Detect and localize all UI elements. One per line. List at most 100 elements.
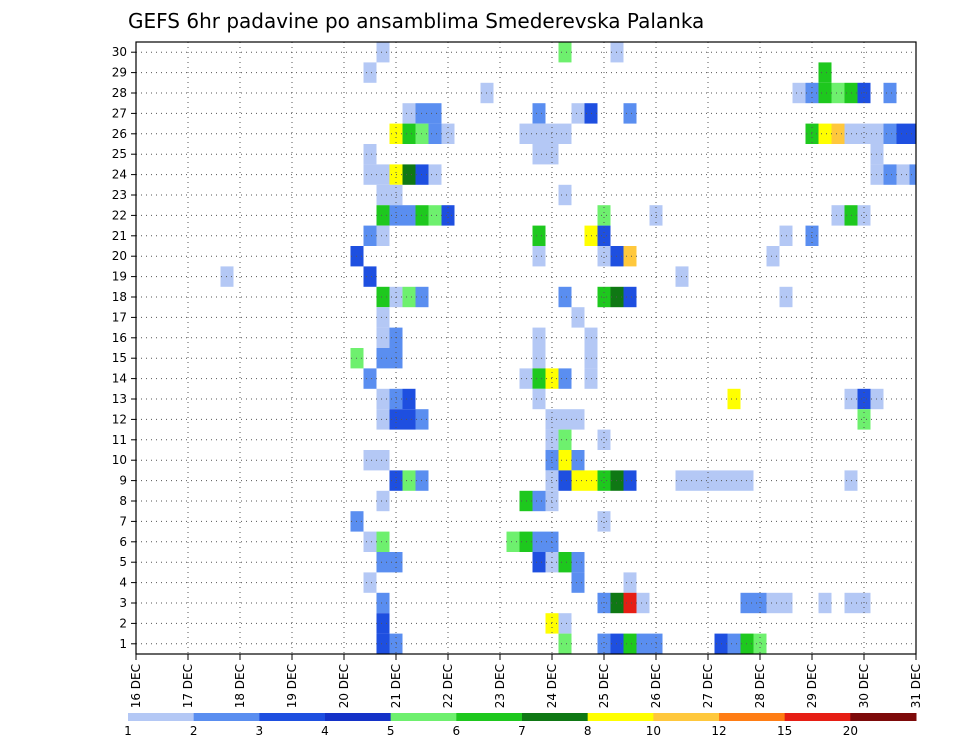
y-tick-label: 12 — [112, 412, 127, 426]
heatmap-cell — [376, 531, 390, 552]
heatmap-cell — [727, 470, 741, 491]
heatmap-cell — [532, 103, 546, 124]
heatmap-cell — [831, 123, 845, 144]
heatmap-cell — [766, 246, 780, 267]
legend-label: 3 — [256, 724, 264, 738]
heatmap-cell — [376, 164, 390, 185]
chart-title: GEFS 6hr padavine po ansamblima Smederev… — [128, 9, 704, 33]
heatmap-cell — [363, 450, 377, 471]
heatmap-cell — [636, 633, 650, 654]
y-tick-label: 19 — [112, 270, 127, 284]
x-tick-label: 23 DEC — [493, 664, 507, 708]
heatmap-cell — [883, 82, 897, 104]
y-tick-label: 27 — [112, 106, 127, 120]
heatmap-cell — [363, 266, 377, 287]
x-tick-label: 17 DEC — [181, 664, 195, 708]
heatmap-cell — [883, 123, 897, 144]
heatmap-cell — [727, 388, 741, 410]
heatmap-cell — [363, 572, 377, 593]
heatmap-cell — [441, 205, 455, 226]
heatmap-cell — [727, 633, 741, 654]
heatmap-cell — [597, 205, 611, 226]
heatmap-cell — [428, 103, 442, 124]
y-tick-label: 23 — [112, 188, 127, 202]
x-tick-label: 18 DEC — [233, 664, 247, 708]
heatmap-cell — [428, 123, 442, 144]
y-tick-label: 8 — [119, 494, 127, 508]
heatmap-cell — [558, 470, 572, 491]
heatmap-cell — [597, 511, 611, 532]
legend-swatch — [850, 713, 917, 721]
legend-label: 8 — [584, 724, 592, 738]
legend-label: 4 — [321, 724, 329, 738]
legend-label: 2 — [190, 724, 198, 738]
heatmap-cell — [623, 103, 637, 124]
legend-label: 20 — [843, 724, 858, 738]
heatmap-cell — [376, 613, 390, 634]
heatmap-cell — [753, 633, 767, 654]
y-tick-label: 20 — [112, 249, 127, 263]
heatmap-cell — [376, 450, 390, 471]
y-tick-label: 18 — [112, 290, 127, 304]
grid-lines — [135, 42, 917, 654]
heatmap-cell — [376, 205, 390, 226]
x-axis-ticks: 16 DEC 17 DEC 18 DEC 19 DEC 20 DEC 21 DEC 22 D… — [129, 654, 923, 708]
legend-label: 7 — [518, 724, 526, 738]
heatmap-cell — [532, 490, 546, 512]
y-tick-label: 10 — [112, 453, 127, 467]
heatmap-cell — [831, 205, 845, 226]
legend-label: 10 — [646, 724, 661, 738]
heatmap-cell — [597, 633, 611, 654]
heatmap-cell — [818, 82, 832, 104]
heatmap-cell — [896, 123, 910, 144]
y-tick-label: 14 — [112, 372, 127, 386]
heatmap-cell — [558, 429, 572, 450]
heatmap-cell — [597, 225, 611, 246]
heatmap-cell — [376, 592, 390, 614]
heatmap-cell — [909, 164, 916, 185]
heatmap-cell — [532, 348, 546, 369]
y-tick-label: 3 — [119, 596, 127, 610]
heatmap-cell — [558, 552, 572, 573]
heatmap-cell — [909, 123, 916, 144]
heatmap-cell — [558, 42, 572, 63]
legend-swatch — [784, 713, 851, 721]
heatmap-cell — [506, 531, 520, 552]
heatmap-cell — [571, 572, 585, 593]
x-tick-label: 25 DEC — [597, 664, 611, 708]
heatmap-cell — [571, 307, 585, 328]
heatmap-cell — [623, 633, 637, 654]
heatmap-cell — [818, 62, 832, 83]
y-tick-label: 28 — [112, 86, 127, 100]
y-axis-ticks: 1234567891011121314151617181920212223242… — [112, 45, 136, 651]
heatmap-cell — [571, 103, 585, 124]
x-tick-label: 29 DEC — [805, 664, 819, 708]
heatmap-cell — [363, 62, 377, 83]
heatmap-cell — [571, 409, 585, 430]
legend-swatch — [719, 713, 786, 721]
y-tick-label: 4 — [119, 576, 127, 590]
heatmap-cell — [558, 123, 572, 144]
heatmap-cell — [597, 470, 611, 491]
heatmap-cell — [597, 246, 611, 267]
heatmap-cell — [376, 327, 390, 348]
heatmap-cell — [701, 470, 715, 491]
heatmap-cell — [376, 184, 390, 206]
heatmap-cell — [376, 307, 390, 328]
legend-swatch — [587, 713, 654, 721]
heatmap-cell — [857, 409, 871, 430]
heatmap-cell — [532, 246, 546, 267]
x-tick-label: 27 DEC — [701, 664, 715, 708]
heatmap-cell — [558, 368, 572, 389]
heatmap-cell — [376, 225, 390, 246]
heatmap-cell — [558, 184, 572, 206]
heatmap-cell — [571, 552, 585, 573]
heatmap-cell — [363, 368, 377, 389]
legend-swatch — [259, 713, 326, 721]
heatmap-cell — [402, 164, 416, 185]
heatmap-cell — [883, 164, 897, 185]
heatmap-cell — [428, 205, 442, 226]
y-tick-label: 6 — [119, 535, 127, 549]
legend-swatch — [522, 713, 589, 721]
